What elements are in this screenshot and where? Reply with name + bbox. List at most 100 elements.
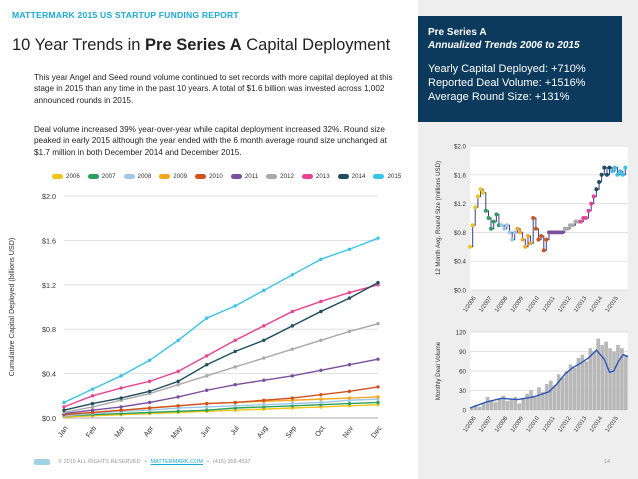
data-point-2014 [376, 280, 380, 285]
intro-paragraph: This year Angel and Seed round volume co… [34, 73, 393, 105]
legend-swatch [337, 174, 349, 179]
x-tick-label: Mar [112, 423, 127, 439]
legend-label: 2007 [101, 173, 116, 180]
deal-volume-bar [584, 361, 589, 410]
round-size-point [507, 230, 512, 235]
data-point-2015 [319, 257, 323, 261]
legend-item-2010: 2010 [195, 173, 223, 180]
footer-link[interactable]: MATTERMARK.COM [150, 459, 204, 465]
data-point-2010 [205, 401, 209, 406]
x-tick-label: Jun [198, 424, 212, 439]
round-size-point [518, 230, 523, 235]
x-tick-label: 1/2013 [573, 296, 588, 314]
legend-label: 2013 [315, 173, 330, 180]
deal-volume-bar [485, 397, 490, 410]
data-point-2011 [290, 374, 295, 378]
data-point-2010 [233, 400, 237, 405]
legend-label: 2009 [173, 173, 188, 180]
round-size-point [483, 208, 488, 213]
x-tick-label: 1/2009 [510, 296, 525, 314]
y-tick-label: $1.2 [42, 281, 56, 290]
footer: © 2015 ALL RIGHTS RESERVED • MATTERMARK.… [34, 459, 251, 465]
x-tick-label: 1/2012 [557, 296, 572, 314]
round-size-point [491, 219, 496, 224]
data-point-2015 [62, 400, 66, 405]
round-size-point [594, 187, 599, 192]
round-size-point [504, 223, 509, 228]
footer-separator: • [144, 459, 147, 465]
round-size-point [586, 208, 591, 213]
data-point-2015 [90, 387, 95, 391]
y-axis-label: Cumulative Capital Deployed (billions US… [7, 238, 16, 377]
x-tick-label: 1/2010 [526, 296, 541, 314]
data-point-2015 [347, 247, 352, 251]
round-size-point [544, 237, 549, 242]
round-size-point [610, 169, 615, 174]
x-tick-label: 1/2006 [463, 416, 478, 434]
cumulative-capital-chart: $0.0 $0.4 $0.8 $1.2 $1.6 $2.0 Jan Feb Mar Apr May J… [7, 192, 384, 440]
data-point-2013 [290, 309, 295, 314]
round-size-point [536, 237, 541, 242]
round-size-point [597, 180, 602, 184]
stat-deal-volume: Reported Deal Volume: +1516% [428, 77, 586, 89]
round-size-point [489, 226, 494, 231]
highlight-subtitle: Annualized Trends 2006 to 2015 [428, 40, 580, 51]
round-size-point [486, 216, 491, 220]
data-point-2011 [119, 405, 123, 409]
legend-swatch [123, 174, 135, 179]
deal-volume-bar [477, 406, 482, 410]
round-size-point [473, 205, 478, 210]
round-size-point [589, 201, 594, 206]
x-tick-label: 1/2011 [542, 416, 557, 434]
round-size-point [520, 237, 525, 242]
data-point-2007 [376, 400, 380, 405]
data-point-2008 [205, 405, 209, 409]
data-point-2009 [319, 397, 323, 401]
series-line-2007 [63, 401, 379, 417]
deal-volume-bar [537, 387, 541, 410]
legend-swatch [87, 174, 99, 179]
legend-swatch [230, 174, 242, 179]
data-point-2012 [90, 405, 95, 409]
deal-volume-bar [473, 404, 478, 410]
data-point-2012 [319, 338, 323, 342]
data-point-2014 [290, 324, 295, 328]
title-suffix: Capital Deployment [241, 36, 391, 54]
round-size-point [512, 230, 517, 235]
summary-paragraph: Deal volume increased 39% year-over-year… [34, 125, 387, 157]
y-axis-label: Monthly Deal Volume [435, 341, 442, 400]
data-point-2015 [147, 358, 152, 362]
series-line-2015 [63, 237, 379, 404]
mattermark-logo-icon [34, 459, 50, 465]
deal-volume-bar [612, 351, 616, 410]
legend-label: 2012 [280, 173, 294, 180]
data-point-2014 [205, 363, 209, 367]
data-point-2011 [90, 408, 95, 412]
round-size-point [478, 187, 483, 192]
deal-volume-bar [525, 393, 529, 410]
deal-volume-bar [501, 395, 506, 410]
data-point-2012 [205, 374, 209, 378]
y-tick-label: $2.0 [42, 192, 56, 201]
legend-label: 2011 [244, 173, 259, 180]
deal-volume-bar [572, 367, 577, 410]
y-tick-label: 60 [459, 369, 466, 376]
round-size-point [583, 216, 588, 220]
x-tick-label: 1/2006 [463, 296, 478, 314]
data-point-2008 [233, 404, 237, 408]
x-tick-label: Aug [255, 424, 270, 440]
chart-legend: 2006 2007 2008 2009 2010 2011 2012 2013 2014 2015 [52, 173, 409, 180]
data-point-2010 [119, 408, 123, 412]
data-point-2014 [176, 379, 180, 384]
round-size-point [528, 241, 533, 246]
y-tick-label: 90 [459, 349, 466, 356]
y-tick-label: $2.0 [454, 144, 467, 151]
x-tick-label: Jul [228, 424, 241, 437]
x-tick-label: 1/2010 [526, 416, 541, 434]
data-point-2010 [376, 385, 380, 389]
deal-volume-bar [564, 371, 569, 410]
round-size-point [602, 165, 607, 170]
round-size-point [481, 190, 486, 195]
data-point-2013 [62, 405, 66, 409]
deal-volume-bar [481, 403, 486, 410]
